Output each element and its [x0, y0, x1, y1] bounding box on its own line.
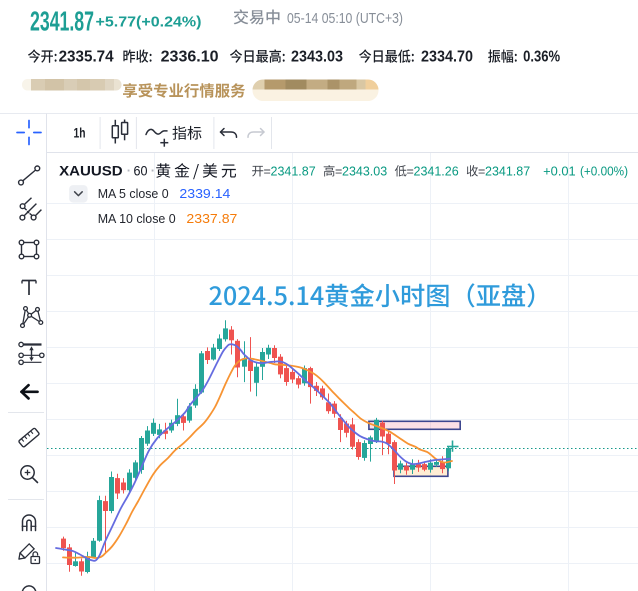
- svg-text:05-14 05:10 (UTC+3): 05-14 05:10 (UTC+3): [287, 10, 403, 27]
- svg-text:·: ·: [151, 163, 155, 178]
- svg-text:2341.87: 2341.87: [30, 6, 94, 37]
- svg-text:2341.26: 2341.26: [414, 165, 459, 179]
- svg-text:(+0.00%): (+0.00%): [580, 165, 628, 179]
- svg-text:2341.87: 2341.87: [485, 165, 530, 179]
- svg-text:2336.10: 2336.10: [161, 49, 219, 66]
- svg-text:60: 60: [134, 164, 148, 179]
- svg-text:=: =: [264, 165, 271, 179]
- svg-text:2343.03: 2343.03: [342, 165, 387, 179]
- svg-text:=: =: [407, 165, 414, 179]
- svg-text:=: =: [478, 165, 485, 179]
- svg-text:XAUUSD: XAUUSD: [59, 163, 123, 179]
- svg-text:MA 5 close 0: MA 5 close 0: [98, 187, 169, 201]
- svg-text:=: =: [335, 165, 342, 179]
- svg-text:MA 10 close 0: MA 10 close 0: [98, 212, 176, 226]
- svg-text:·: ·: [127, 163, 131, 178]
- svg-text:+0.01: +0.01: [543, 165, 576, 179]
- svg-text:2339.14: 2339.14: [179, 187, 230, 201]
- svg-text:2343.03: 2343.03: [291, 49, 343, 66]
- svg-text:2334.70: 2334.70: [421, 49, 473, 66]
- svg-text:2337.87: 2337.87: [186, 212, 237, 226]
- svg-text:0.36%: 0.36%: [523, 49, 560, 66]
- svg-text:2341.87: 2341.87: [271, 165, 316, 179]
- svg-text:1h: 1h: [74, 125, 86, 140]
- svg-text:+5.77(+0.24%): +5.77(+0.24%): [96, 15, 202, 31]
- svg-text:2335.74: 2335.74: [59, 49, 114, 66]
